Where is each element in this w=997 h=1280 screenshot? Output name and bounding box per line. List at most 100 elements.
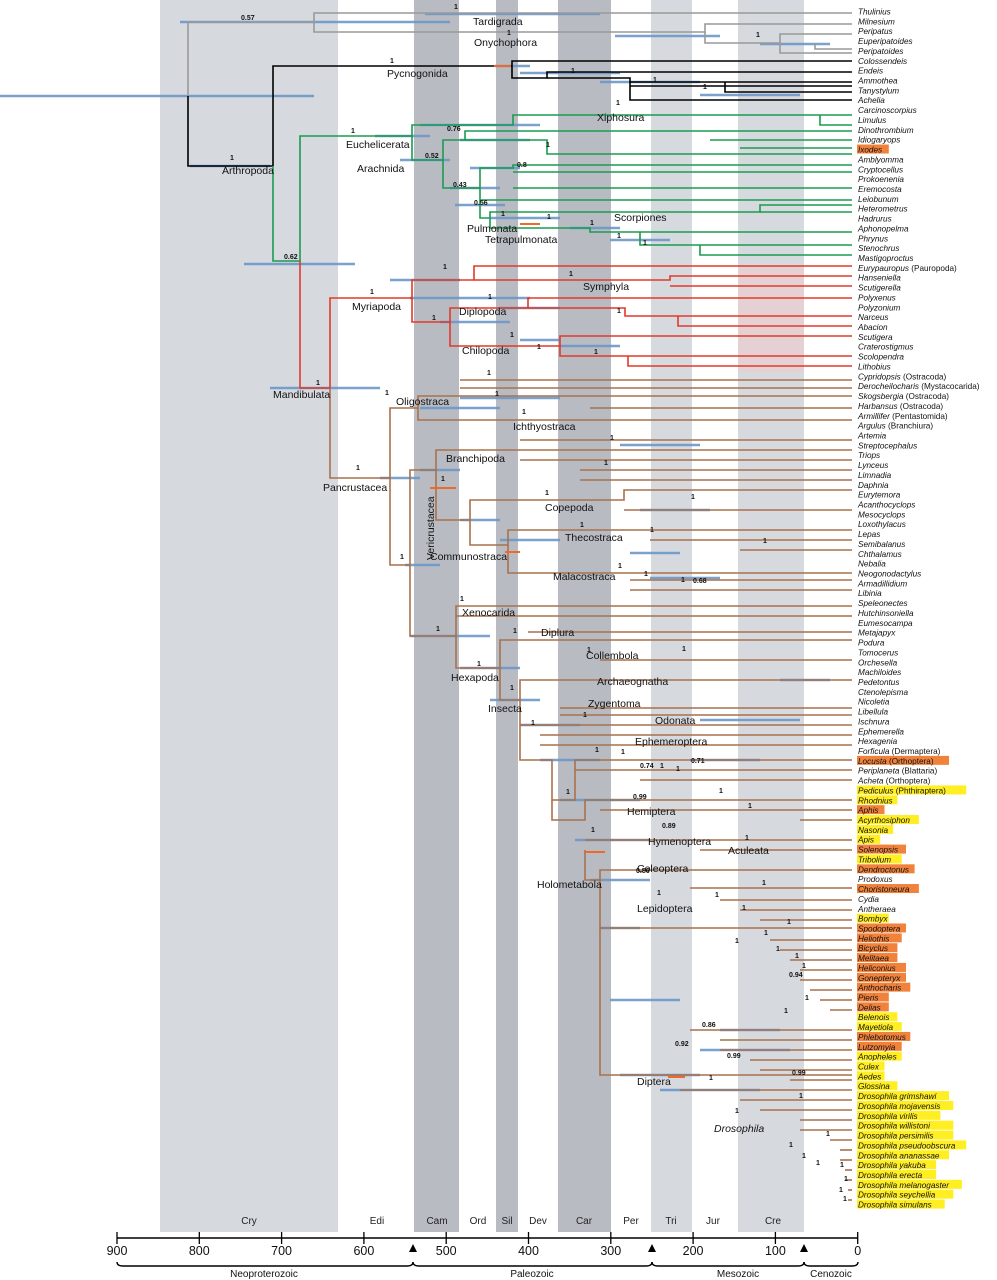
clade-label: Chilopoda (462, 345, 509, 357)
taxon-label: Mayetiola (858, 1023, 893, 1032)
taxon-highlight (857, 1150, 949, 1160)
support-value: 1 (745, 835, 749, 842)
tree-branch (599, 928, 852, 1076)
period-band (414, 0, 459, 1232)
clade-label: Vericrustacea (425, 496, 437, 560)
axis-tick-label: 100 (765, 1244, 786, 1258)
taxon-label: Pediculus (Phthiraptera) (858, 786, 946, 795)
support-value: 1 (587, 647, 591, 654)
support-value: 0.68 (693, 578, 707, 585)
tree-branch (389, 478, 410, 566)
tree-branch (435, 470, 470, 521)
taxon-label: Hexagenia (858, 737, 898, 746)
taxon-label: Gonepteryx (858, 974, 901, 983)
era-bracket (412, 1261, 653, 1267)
support-value: 1 (230, 155, 234, 162)
support-value: 1 (370, 289, 374, 296)
axis-tick-label: 900 (107, 1244, 128, 1258)
taxon-label: Periplaneta (Blattaria) (858, 767, 937, 776)
support-value: 1 (569, 271, 573, 278)
axis-tick-label: 500 (436, 1244, 457, 1258)
taxon-label: Polyxenus (858, 293, 896, 302)
period-label: Car (576, 1216, 593, 1227)
support-value: 1 (843, 1196, 847, 1203)
clade-label: Diplopoda (459, 306, 506, 318)
support-value: 1 (531, 720, 535, 727)
tree-branch (551, 799, 852, 821)
taxon-label: Carcinoscorpius (858, 106, 917, 115)
taxon-label: Eremocosta (858, 185, 902, 194)
taxon-label: Forficula (Dermaptera) (858, 747, 941, 756)
support-value: 1 (356, 465, 360, 472)
taxon-highlight (857, 943, 898, 953)
support-value: 1 (802, 963, 806, 970)
support-value: 1 (784, 1008, 788, 1015)
taxon-highlight (857, 1179, 962, 1189)
axis-tick-label: 800 (189, 1244, 210, 1258)
tree-branch (272, 65, 512, 166)
taxon-label: Podura (858, 639, 885, 648)
tree-branch (465, 139, 852, 155)
taxon-label: Solenopsis (858, 846, 898, 855)
period-label: Tri (665, 1216, 676, 1227)
support-value: 1 (351, 128, 355, 135)
support-value: 1 (676, 766, 680, 773)
era-label: Paleozoic (510, 1269, 553, 1280)
taxon-label: Belenois (858, 1013, 889, 1022)
clade-label: Euchelicerata (346, 139, 410, 151)
axis-tick-label: 600 (353, 1244, 374, 1258)
era-label: Cenozoic (810, 1269, 852, 1280)
taxon-highlight (857, 785, 967, 795)
support-value: 1 (495, 391, 499, 398)
clade-label: Tardigrada (473, 16, 523, 28)
taxon-label: Euperipatoides (858, 37, 913, 46)
taxon-label: Lepas (858, 530, 880, 539)
tree-branch (629, 82, 852, 101)
support-value: 0.8 (517, 162, 527, 169)
taxon-highlight (857, 1189, 954, 1199)
support-value: 1 (488, 294, 492, 301)
taxon-label: Drosophila persimilis (858, 1132, 934, 1141)
tree-branch (724, 82, 852, 93)
taxon-label: Neogonodactylus (858, 570, 921, 579)
support-value: 1 (764, 930, 768, 937)
support-value: 1 (316, 380, 320, 387)
taxon-label: Abacion (857, 323, 888, 332)
taxon-label: Ephemerella (858, 727, 904, 736)
taxon-highlight (857, 1169, 937, 1179)
clade-label: Xenocarida (462, 607, 515, 619)
support-value: 1 (595, 747, 599, 754)
support-value: 1 (657, 890, 661, 897)
axis-tick-label: 700 (271, 1244, 292, 1258)
tree-branch (819, 115, 852, 126)
support-value: 1 (616, 100, 620, 107)
taxon-highlight (857, 854, 902, 864)
support-value: 1 (805, 995, 809, 1002)
clade-label: Hemiptera (627, 806, 676, 818)
taxon-highlight (857, 1071, 885, 1081)
taxon-label: Leiobunum (858, 195, 899, 204)
support-value: 0.99 (792, 1070, 806, 1077)
taxon-label: Limnadia (858, 471, 892, 480)
taxon-highlight (857, 755, 949, 765)
taxon-highlight (857, 992, 889, 1002)
clade-label: Aculeata (728, 845, 769, 857)
support-value: 1 (460, 596, 464, 603)
taxon-label: Drosophila pseudoobscura (858, 1141, 956, 1150)
period-band (160, 0, 338, 1232)
taxon-label: Pedetontus (858, 678, 899, 687)
taxon-label: Lynceus (858, 461, 888, 470)
taxon-label: Acanthocyclops (857, 501, 915, 510)
clade-label: Scorpiones (614, 212, 667, 224)
taxon-label: Drosophila virilis (858, 1112, 918, 1121)
taxon-label: Dinothrombium (858, 126, 914, 135)
taxon-highlight (857, 1160, 937, 1170)
era-label: Mesozoic (717, 1269, 759, 1280)
clade-label: Malacostraca (553, 571, 616, 583)
taxon-label: Drosophila seychellia (858, 1191, 936, 1200)
taxon-label: Drosophila erecta (858, 1171, 923, 1180)
support-value: 1 (513, 628, 517, 635)
clade-label: Arachnida (357, 163, 404, 175)
support-value: 0.92 (675, 1041, 689, 1048)
axis-tick-label: 300 (600, 1244, 621, 1258)
